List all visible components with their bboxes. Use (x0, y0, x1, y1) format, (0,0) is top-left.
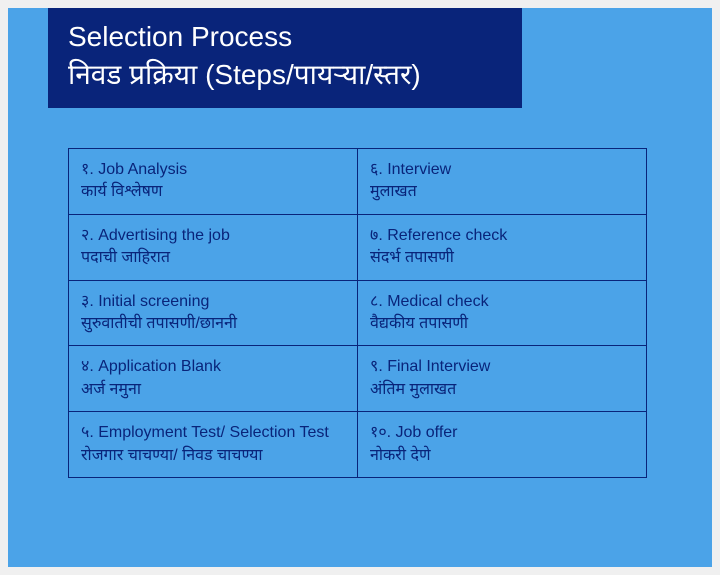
step-cell: ५. Employment Test/ Selection Test रोजगा… (69, 412, 358, 478)
title-line1: Selection Process (68, 21, 292, 52)
step-en: ३. Initial screening (81, 291, 345, 313)
title-line2: निवड प्रक्रिया (Steps/पायऱ्या/स्तर) (68, 59, 421, 90)
step-cell: ९. Final Interview अंतिम मुलाखत (358, 346, 647, 412)
step-en: ४. Application Blank (81, 356, 345, 378)
step-en: ७. Reference check (370, 225, 634, 247)
step-cell: ६. Interview मुलाखत (358, 149, 647, 215)
step-cell: ३. Initial screening सुरुवातीची तपासणी/छ… (69, 280, 358, 346)
steps-table: १. Job Analysis कार्य विश्लेषण ६. Interv… (68, 148, 647, 478)
step-mr: रोजगार चाचण्या/ निवड चाचण्या (81, 445, 345, 467)
step-en: १०. Job offer (370, 422, 634, 444)
slide-title: Selection Process निवड प्रक्रिया (Steps/… (48, 8, 522, 108)
slide: Selection Process निवड प्रक्रिया (Steps/… (8, 8, 712, 567)
table-row: २. Advertising the job पदाची जाहिरात ७. … (69, 214, 647, 280)
step-mr: अंतिम मुलाखत (370, 379, 634, 401)
step-mr: सुरुवातीची तपासणी/छाननी (81, 313, 345, 335)
step-en: ६. Interview (370, 159, 634, 181)
step-cell: १. Job Analysis कार्य विश्लेषण (69, 149, 358, 215)
step-cell: ८. Medical check वैद्यकीय तपासणी (358, 280, 647, 346)
step-cell: ४. Application Blank अर्ज नमुना (69, 346, 358, 412)
step-mr: अर्ज नमुना (81, 379, 345, 401)
steps-table-container: १. Job Analysis कार्य विश्लेषण ६. Interv… (68, 148, 647, 478)
step-en: १. Job Analysis (81, 159, 345, 181)
step-mr: मुलाखत (370, 181, 634, 203)
step-cell: १०. Job offer नोकरी देणे (358, 412, 647, 478)
step-en: २. Advertising the job (81, 225, 345, 247)
step-en: ८. Medical check (370, 291, 634, 313)
step-mr: वैद्यकीय तपासणी (370, 313, 634, 335)
step-mr: संदर्भ तपासणी (370, 247, 634, 269)
table-row: १. Job Analysis कार्य विश्लेषण ६. Interv… (69, 149, 647, 215)
step-cell: ७. Reference check संदर्भ तपासणी (358, 214, 647, 280)
step-mr: नोकरी देणे (370, 445, 634, 467)
table-row: ३. Initial screening सुरुवातीची तपासणी/छ… (69, 280, 647, 346)
table-row: ४. Application Blank अर्ज नमुना ९. Final… (69, 346, 647, 412)
step-mr: कार्य विश्लेषण (81, 181, 345, 203)
step-en: ९. Final Interview (370, 356, 634, 378)
step-mr: पदाची जाहिरात (81, 247, 345, 269)
table-row: ५. Employment Test/ Selection Test रोजगा… (69, 412, 647, 478)
step-en: ५. Employment Test/ Selection Test (81, 422, 345, 444)
step-cell: २. Advertising the job पदाची जाहिरात (69, 214, 358, 280)
